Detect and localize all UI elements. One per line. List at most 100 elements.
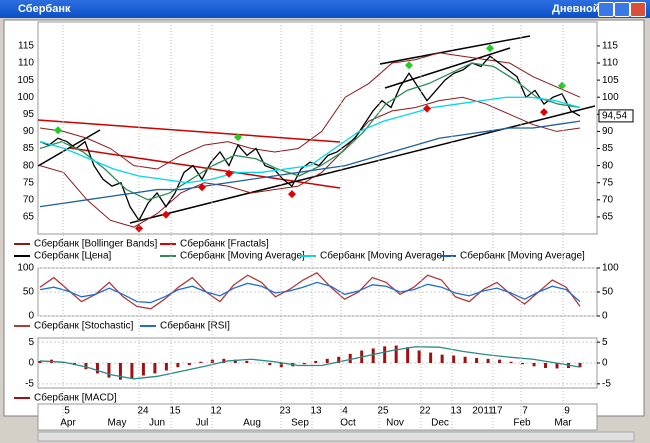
histogram-bar	[486, 358, 490, 363]
histogram-bar	[38, 360, 42, 363]
day-label: 12	[210, 406, 222, 417]
histogram-bar	[337, 356, 341, 363]
last-price-label: 94,54	[602, 111, 627, 122]
y-tick-label: 85	[23, 143, 35, 154]
month-label: Sep	[291, 418, 309, 429]
series-line	[39, 271, 581, 310]
y-tick-label: 75	[23, 177, 35, 188]
histogram-bar	[406, 347, 410, 363]
fractal-up	[234, 133, 242, 142]
histogram-bar	[555, 363, 559, 369]
y-tick-label: 80	[23, 160, 35, 171]
histogram-bar	[222, 358, 226, 363]
y-tick-label: 0	[28, 311, 34, 322]
month-label: Oct	[340, 418, 356, 429]
histogram-bar	[348, 353, 352, 363]
y-tick-label: 100	[17, 92, 34, 103]
histogram-bar	[578, 363, 582, 368]
histogram-bar	[314, 360, 318, 363]
day-label: 9	[564, 406, 570, 417]
y-tick-label: 5	[602, 337, 608, 348]
histogram-bar	[452, 355, 456, 363]
histogram-bar	[498, 359, 502, 363]
legend-label: Сбербанк [Moving Average]	[180, 250, 305, 262]
histogram-bar	[302, 363, 306, 365]
month-label: Jun	[149, 418, 165, 429]
legend-label: Сбербанк [RSI]	[160, 320, 230, 332]
fractal-down	[135, 224, 143, 233]
day-label: 22	[419, 406, 431, 417]
fractal-up	[558, 81, 566, 90]
series-line	[39, 120, 581, 208]
day-label: 13	[450, 406, 462, 417]
trend-line	[37, 119, 341, 143]
y-tick-label: 0	[602, 358, 608, 369]
trend-line	[37, 129, 101, 167]
month-label: Jul	[196, 418, 209, 429]
y-tick-label: 0	[28, 358, 34, 369]
histogram-bar	[325, 358, 329, 363]
month-label: Mar	[554, 418, 572, 429]
y-tick-label: 70	[602, 194, 614, 205]
y-tick-label: 105	[602, 75, 619, 86]
histogram-bar	[383, 346, 387, 363]
legend-label: Сбербанк [Moving Average]	[460, 250, 585, 262]
histogram-bar	[440, 354, 444, 363]
histogram-bar	[187, 363, 191, 366]
histogram-bar	[118, 363, 122, 380]
day-label: 25	[377, 406, 389, 417]
legend-label: Сбербанк [Stochastic]	[34, 320, 134, 332]
fractal-up	[405, 61, 413, 70]
legend-label: Сбербанк [Moving Average]	[320, 250, 445, 262]
histogram-bar	[509, 361, 513, 363]
title-bar: Сбербанк Дневной	[0, 0, 650, 18]
maximize-button[interactable]	[614, 2, 630, 17]
fractal-down	[423, 104, 431, 113]
close-button[interactable]	[630, 2, 646, 17]
histogram-bar	[544, 363, 548, 368]
day-label: 23	[279, 406, 291, 417]
histogram-bar	[245, 360, 249, 363]
series-line	[39, 281, 581, 304]
y-tick-label: 80	[602, 160, 614, 171]
signal-line	[39, 346, 581, 380]
trend-line	[129, 105, 596, 224]
price-panel	[37, 21, 598, 235]
histogram-bar	[176, 363, 180, 368]
histogram-bar	[107, 363, 111, 378]
series-line	[39, 96, 581, 184]
minimize-button[interactable]	[598, 2, 614, 17]
day-label: 7	[522, 406, 528, 417]
histogram-bar	[521, 363, 525, 365]
y-tick-label: -5	[602, 378, 611, 389]
histogram-bar	[164, 363, 168, 371]
histogram-bar	[95, 363, 99, 374]
histogram-bar	[130, 363, 134, 379]
day-label: 5	[64, 406, 70, 417]
y-tick-label: 85	[602, 143, 614, 154]
day-label: 13	[310, 406, 322, 417]
month-label: May	[108, 418, 127, 429]
y-tick-label: 50	[602, 287, 614, 298]
y-tick-label: 105	[17, 75, 34, 86]
histogram-bar	[141, 363, 145, 376]
y-tick-label: -5	[25, 378, 34, 389]
trend-line	[384, 47, 511, 89]
histogram-bar	[532, 363, 536, 367]
y-tick-label: 70	[23, 194, 35, 205]
fractal-down	[198, 183, 206, 192]
histogram-bar	[394, 345, 398, 363]
fractal-down	[225, 169, 233, 178]
trend-line	[379, 35, 531, 65]
bollinger-lower	[39, 96, 581, 228]
scrollbar[interactable]	[37, 431, 635, 442]
window-title: Сбербанк	[18, 3, 71, 15]
y-tick-label: 110	[18, 58, 34, 69]
period[interactable]: Дневной	[552, 3, 600, 15]
histogram-bar	[84, 363, 88, 370]
y-tick-label: 50	[23, 287, 35, 298]
legend-label: Сбербанк [Bollinger Bands]	[34, 238, 158, 250]
legend-label: Сбербанк [Цена]	[34, 250, 112, 262]
month-label: Apr	[60, 418, 76, 429]
